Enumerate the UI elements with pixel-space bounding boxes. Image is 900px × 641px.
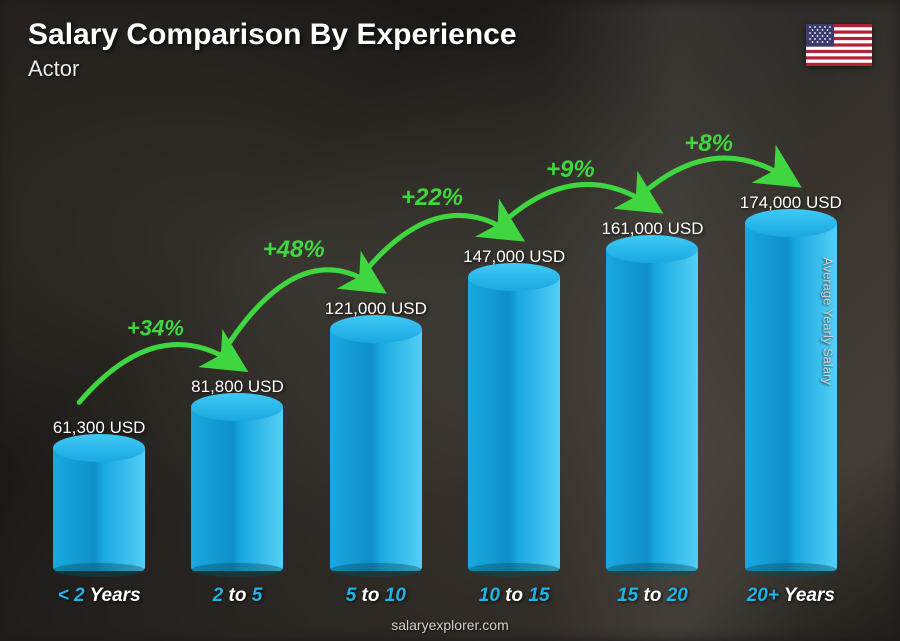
bar-shape (330, 329, 422, 571)
bar-3: 147,000 USD (445, 100, 583, 571)
bar-1: 81,800 USD (168, 100, 306, 571)
page-title: Salary Comparison By Experience (28, 18, 517, 52)
bar-2: 121,000 USD (307, 100, 445, 571)
x-axis-labels: < 2 Years2 to 55 to 1010 to 1515 to 2020… (30, 585, 860, 607)
chart-container: Salary Comparison By Experience Actor 61… (0, 0, 900, 641)
header: Salary Comparison By Experience Actor (28, 18, 517, 82)
x-label: 2 to 5 (168, 585, 306, 607)
x-label: < 2 Years (30, 585, 168, 607)
bar-4: 161,000 USD (583, 100, 721, 571)
bar-shape (53, 448, 145, 571)
page-subtitle: Actor (28, 56, 517, 82)
bar-shape (191, 407, 283, 571)
bar-shape (468, 277, 560, 571)
footer-attribution: salaryexplorer.com (0, 617, 900, 633)
bar-shape (606, 249, 698, 571)
bar-0: 61,300 USD (30, 100, 168, 571)
y-axis-label: Average Yearly Salary (821, 257, 836, 385)
bar-chart: 61,300 USD 81,800 USD 121,000 USD 147,00… (30, 100, 860, 571)
bar-5: 174,000 USD (722, 100, 860, 571)
x-label: 10 to 15 (445, 585, 583, 607)
x-label: 20+ Years (722, 585, 860, 607)
x-label: 5 to 10 (307, 585, 445, 607)
us-flag-icon (806, 24, 872, 66)
x-label: 15 to 20 (583, 585, 721, 607)
